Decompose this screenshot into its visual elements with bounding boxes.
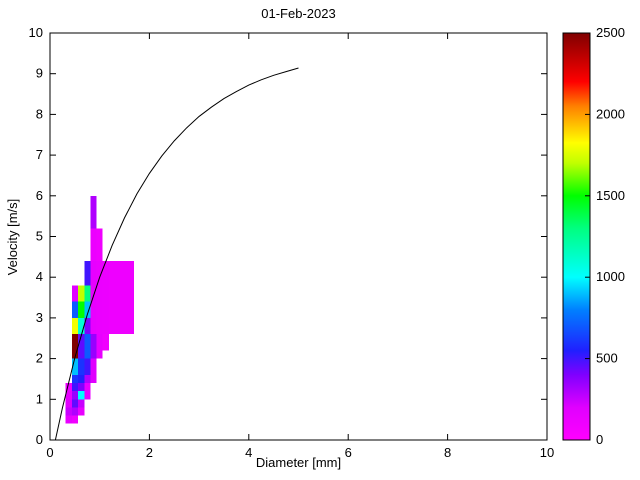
axes: 0 2 4 6 8 10 0 1 2 3 4 5 6 7 8 9 10 — [29, 25, 555, 460]
heatmap-cell — [77, 383, 85, 392]
heatmap-cell — [77, 301, 85, 318]
heatmap-cell — [84, 334, 91, 359]
heatmap-cell — [90, 195, 97, 229]
heatmap-cell — [90, 260, 97, 335]
y-tick-label: 8 — [36, 106, 43, 121]
heatmap-cell — [90, 334, 97, 359]
heatmap-cell — [109, 260, 134, 335]
y-tick-label: 0 — [36, 432, 43, 447]
y-tick-label: 9 — [36, 66, 43, 81]
colorbar-tick-label: 500 — [596, 351, 618, 366]
y-tick-label: 5 — [36, 229, 43, 244]
heatmap-cell — [102, 260, 110, 335]
heatmap-cell — [84, 374, 91, 384]
heatmap-cell — [71, 383, 78, 392]
heatmap-cell — [84, 383, 91, 400]
y-axis-label: Velocity [m/s] — [5, 198, 20, 276]
heatmap-cell — [90, 358, 97, 384]
heatmap-cell — [65, 415, 72, 424]
heatmap-cell — [77, 399, 85, 408]
heatmap-cell — [71, 334, 78, 359]
x-tick-label: 4 — [245, 445, 252, 460]
plot-box — [49, 32, 548, 441]
x-tick-label: 8 — [444, 445, 451, 460]
heatmap-cell — [71, 374, 78, 384]
y-tick-label: 3 — [36, 310, 43, 325]
heatmap-cell — [65, 407, 72, 416]
heatmap-cell — [77, 391, 85, 400]
heatmap-cell — [77, 374, 85, 384]
heatmap-cell — [65, 391, 72, 400]
heatmap-cell — [96, 260, 103, 335]
heatmap-cell — [77, 407, 85, 416]
heatmap-cell — [77, 358, 85, 375]
heatmap-cell — [84, 285, 91, 302]
colorbar-tick-label: 1000 — [596, 269, 625, 284]
heatmap-cell — [65, 383, 72, 392]
colorbar-tick-label: 0 — [596, 432, 603, 447]
heatmap-cell — [71, 317, 78, 335]
x-tick-label: 0 — [46, 445, 53, 460]
heatmap-cell — [77, 317, 85, 335]
x-tick-label: 10 — [540, 445, 554, 460]
x-axis-label: Diameter [mm] — [255, 455, 342, 470]
heatmap-cell — [96, 334, 103, 359]
heatmap-cell — [102, 334, 110, 351]
heatmap-cell — [71, 415, 78, 424]
y-tick-label: 4 — [36, 269, 43, 284]
heatmap-cells — [65, 195, 134, 424]
heatmap-cell — [77, 334, 85, 359]
heatmap-cell — [84, 317, 91, 335]
heatmap-cell — [84, 260, 91, 286]
colorbar-tick-label: 1500 — [596, 188, 625, 203]
plot-title: 01-Feb-2023 — [261, 6, 336, 21]
heatmap-cell — [65, 399, 72, 408]
heatmap-cell — [71, 358, 78, 375]
colorbar-tick-label: 2500 — [596, 25, 625, 40]
heatmap-cell — [84, 301, 91, 318]
x-tick-label: 2 — [146, 445, 153, 460]
y-tick-label: 7 — [36, 147, 43, 162]
heatmap-cell — [77, 285, 85, 302]
heatmap-cell — [96, 228, 103, 261]
terminal-velocity-curve — [54, 67, 299, 440]
x-tick-label: 6 — [345, 445, 352, 460]
colorbar: 0 500 1000 1500 2000 2500 — [562, 25, 625, 447]
heatmap-cell — [90, 228, 97, 261]
heatmap-cell — [71, 407, 78, 416]
heatmap-cell — [84, 358, 91, 375]
y-tick-label: 6 — [36, 188, 43, 203]
y-tick-label: 10 — [29, 25, 43, 40]
colorbar-tick-label: 2000 — [596, 106, 625, 121]
heatmap-cell — [71, 399, 78, 408]
heatmap-cell — [71, 285, 78, 302]
heatmap-cell — [71, 391, 78, 400]
y-tick-label: 2 — [36, 351, 43, 366]
colorbar-gradient — [562, 32, 591, 441]
heatmap-cell — [71, 301, 78, 318]
y-tick-label: 1 — [36, 391, 43, 406]
